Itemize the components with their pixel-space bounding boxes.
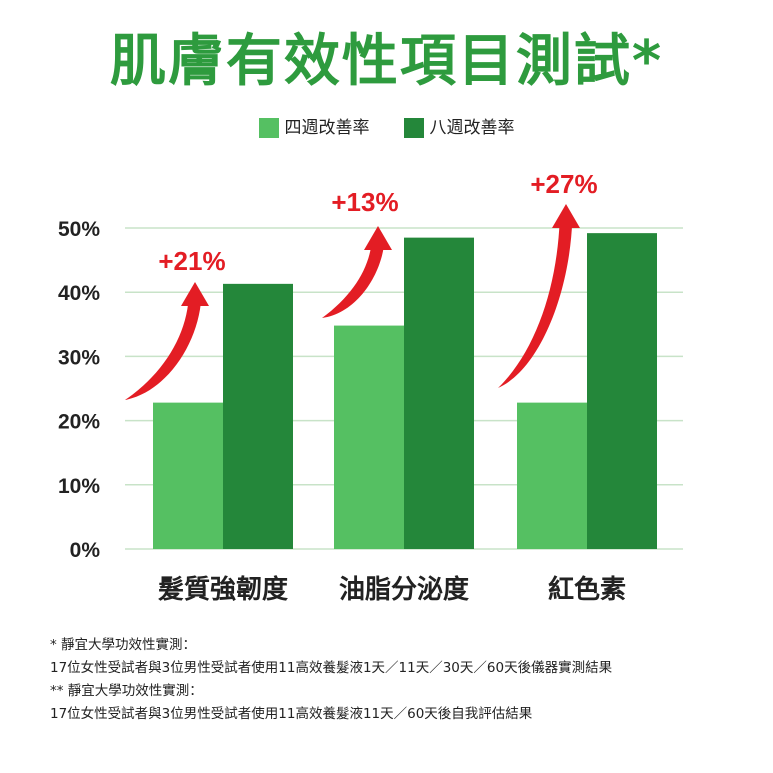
chart-title: 肌膚有效性項目測試*: [109, 29, 664, 94]
x-category-label: 髮質強韌度: [158, 574, 288, 605]
y-tick-label: 30%: [58, 346, 100, 369]
growth-arrow-head: [552, 204, 580, 228]
y-tick-label: 10%: [58, 475, 100, 498]
legend-swatch-4weeks: [258, 118, 279, 138]
growth-arrow: [498, 220, 573, 388]
growth-arrow: [125, 298, 202, 400]
legend-label-8weeks: 八週改善率: [429, 118, 515, 138]
footnote-line: 17位女性受試者與3位男性受試者使用11高效養髮液1天／11天／30天／60天後…: [50, 660, 613, 676]
footnote-line: * 靜宜大學功效性實測：: [50, 637, 197, 653]
growth-arrow-head: [181, 282, 209, 306]
y-tick-label: 40%: [58, 282, 100, 305]
legend-swatch-8weeks: [403, 118, 424, 138]
growth-annotation: +13%: [331, 187, 398, 217]
bar-4weeks: [153, 402, 223, 549]
y-tick-label: 20%: [58, 411, 100, 434]
y-tick-label: 0%: [70, 539, 101, 562]
growth-annotation: +27%: [530, 169, 597, 199]
growth-arrow: [322, 242, 385, 318]
legend-item-8weeks: 八週改善率: [403, 116, 515, 140]
y-tick-label: 50%: [58, 218, 100, 241]
chart-legend: 四週改善率 八週改善率: [0, 116, 773, 140]
bar-8weeks: [223, 283, 293, 549]
footnote-line: ** 靜宜大學功效性實測：: [50, 683, 203, 699]
x-category-label: 紅色素: [548, 574, 626, 605]
bar-8weeks: [587, 233, 657, 550]
legend-label-4weeks: 四週改善率: [284, 118, 370, 138]
x-category-label: 油脂分泌度: [339, 574, 469, 605]
footnotes: * 靜宜大學功效性實測： 17位女性受試者與3位男性受試者使用11高效養髮液1天…: [50, 634, 750, 726]
legend-item-4weeks: 四週改善率: [258, 116, 370, 140]
bar-4weeks: [517, 402, 587, 549]
growth-annotation: +21%: [158, 246, 225, 276]
bar-4weeks: [334, 325, 404, 549]
footnote-line: 17位女性受試者與3位男性受試者使用11高效養髮液11天／60天後自我評估結果: [50, 706, 533, 722]
growth-arrow-head: [364, 226, 392, 250]
bar-8weeks: [404, 237, 474, 549]
